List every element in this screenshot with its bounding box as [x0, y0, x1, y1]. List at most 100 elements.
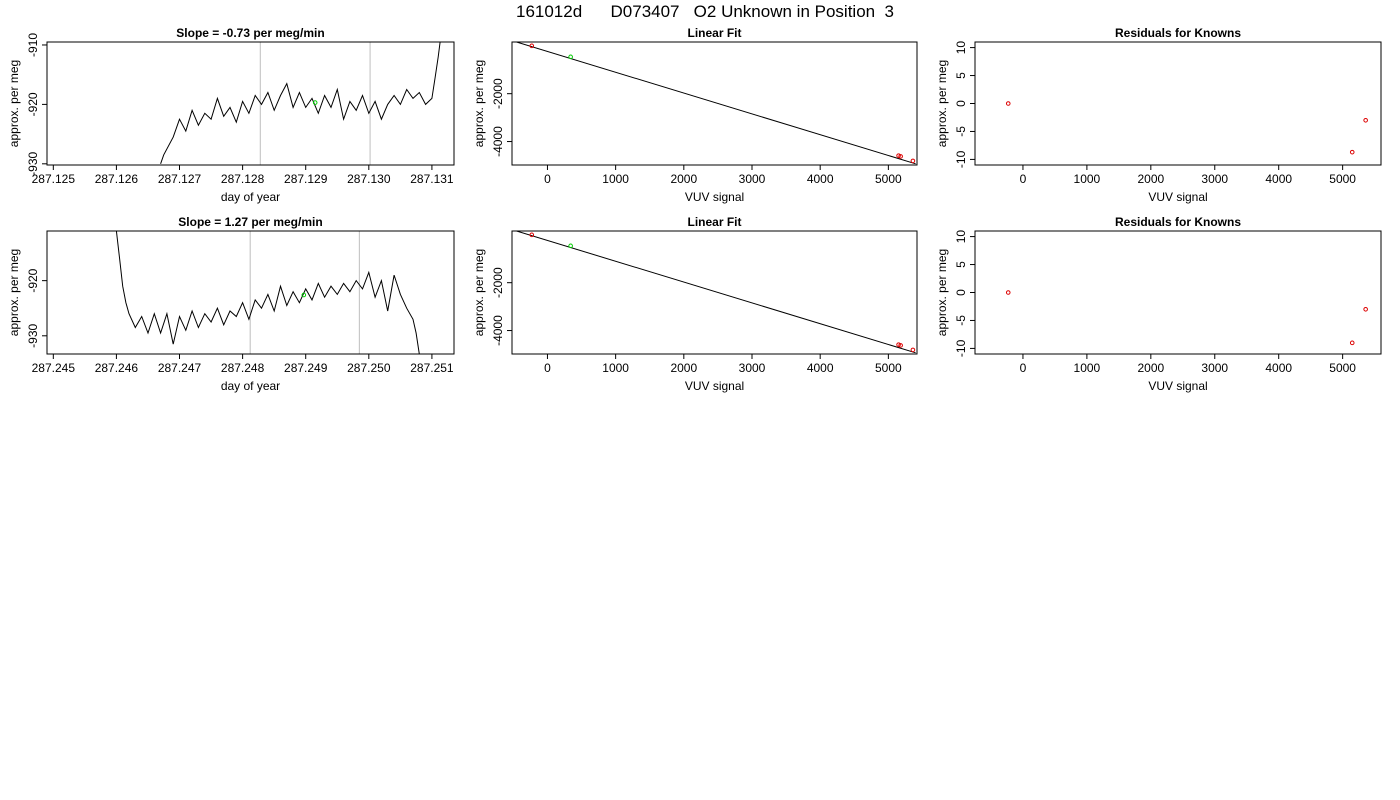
plot-area: [160, 42, 441, 165]
y-tick-label: 10: [954, 41, 968, 55]
chart-title: Slope = 1.27 per meg/min: [178, 215, 322, 229]
y-tick-label: -930: [26, 323, 40, 347]
x-tick-label: 287.130: [347, 172, 391, 186]
x-tick-label: 1000: [602, 361, 629, 375]
known-point: [1349, 340, 1355, 346]
y-tick-label: -4000: [491, 126, 505, 157]
known-point: [1363, 306, 1368, 312]
x-tick-label: 0: [544, 172, 551, 186]
y-axis-label: approx. per meg: [935, 249, 949, 336]
x-tick-label: 5000: [875, 361, 902, 375]
y-tick-label: -920: [26, 268, 40, 292]
page-title: 161012d D073407 O2 Unknown in Position 3: [515, 2, 895, 21]
x-tick-label: 287.129: [284, 172, 328, 186]
x-tick-label: 2000: [1137, 361, 1164, 375]
x-tick-label: 287.131: [410, 172, 454, 186]
chart-panel-6: Residuals for Knowns 0 1000 2000 3000 4000 500…: [935, 215, 1382, 393]
plot-frame: [974, 230, 1382, 355]
fit-line: [514, 42, 916, 165]
known-point: [529, 43, 535, 49]
x-tick-label: 287.249: [284, 361, 328, 375]
x-tick-label: 1000: [1074, 361, 1101, 375]
plot-frame: [511, 41, 918, 166]
chart-title: Linear Fit: [687, 26, 741, 40]
y-tick-label: -2000: [491, 78, 505, 109]
known-point: [1005, 290, 1011, 295]
plot-area: [514, 231, 916, 354]
chart-panel-5: Linear Fit 0 1000 2000 3000 4000 5000 -2000 -400…: [472, 215, 918, 393]
x-tick-label: 287.128: [221, 172, 265, 186]
known-point: [529, 232, 535, 238]
y-axis-label: approx. per meg: [472, 249, 486, 336]
x-tick-label: 287.251: [410, 361, 454, 375]
x-tick-label: 287.245: [32, 361, 76, 375]
y-tick-label: -920: [26, 92, 40, 116]
chart-panel-2: Linear Fit 0 1000 2000 3000 4000 5000 -2000 -400…: [472, 26, 918, 204]
y-axis-label: approx. per meg: [935, 60, 949, 147]
known-point: [896, 153, 901, 158]
known-point: [1349, 149, 1355, 155]
x-tick-label: 3000: [1201, 172, 1228, 186]
known-point: [910, 158, 916, 164]
y-tick-label: -2000: [491, 267, 505, 298]
y-axis-label: approx. per meg: [472, 60, 486, 147]
plot-frame: [974, 41, 1382, 166]
x-tick-label: 3000: [739, 361, 766, 375]
fit-line: [514, 231, 916, 354]
x-tick-label: 2000: [670, 361, 697, 375]
unknown-point: [301, 292, 307, 298]
y-tick-label: 5: [954, 72, 968, 79]
y-tick-label: -10: [954, 339, 968, 357]
x-tick-label: 287.250: [347, 361, 391, 375]
x-tick-label: 4000: [1265, 172, 1292, 186]
x-tick-label: 1000: [602, 172, 629, 186]
x-tick-label: 2000: [1137, 172, 1164, 186]
known-point: [1363, 117, 1368, 123]
x-axis-label: VUV signal: [1148, 190, 1207, 204]
chart-title: Residuals for Knowns: [1115, 215, 1241, 229]
x-tick-label: 287.125: [32, 172, 76, 186]
chart-title: Residuals for Knowns: [1115, 26, 1241, 40]
known-point: [1005, 101, 1011, 106]
y-tick-label: -910: [26, 33, 40, 57]
chart-panel-4: Slope = 1.27 per meg/min 287.245 287.246 28…: [7, 215, 455, 393]
x-tick-label: 2000: [670, 172, 697, 186]
y-tick-label: 0: [954, 100, 968, 107]
y-tick-label: -5: [954, 315, 968, 326]
unknown-point: [568, 54, 573, 60]
x-tick-label: 4000: [807, 361, 834, 375]
known-point: [898, 343, 903, 348]
plot-area: [514, 42, 916, 165]
data-series-line: [160, 42, 441, 164]
plot-area: [115, 231, 420, 354]
x-tick-label: 287.246: [95, 361, 139, 375]
x-tick-label: 0: [1020, 361, 1027, 375]
plot-area: [1005, 290, 1368, 346]
x-tick-label: 4000: [807, 172, 834, 186]
chart-title: Linear Fit: [687, 215, 741, 229]
plot-frame: [46, 230, 455, 355]
plot-frame: [46, 41, 455, 166]
plot-frame: [511, 230, 918, 355]
y-tick-label: 0: [954, 289, 968, 296]
data-series-line: [115, 231, 420, 354]
x-tick-label: 287.247: [158, 361, 202, 375]
y-tick-label: 10: [954, 230, 968, 244]
y-axis-label: approx. per meg: [7, 60, 21, 147]
chart-panel-3: Residuals for Knowns 0 1000 2000 3000 4000 500…: [935, 26, 1382, 204]
known-point: [910, 347, 916, 353]
x-tick-label: 4000: [1265, 361, 1292, 375]
y-axis-label: approx. per meg: [7, 249, 21, 336]
x-tick-label: 5000: [1329, 172, 1356, 186]
chart-panel-1: Slope = -0.73 per meg/min 287.125 287.126 2…: [7, 26, 455, 204]
y-tick-label: -4000: [491, 315, 505, 346]
x-tick-label: 3000: [1201, 361, 1228, 375]
unknown-point: [312, 100, 318, 105]
x-tick-label: 1000: [1074, 172, 1101, 186]
x-axis-label: day of year: [221, 190, 280, 204]
x-tick-label: 287.127: [158, 172, 202, 186]
x-tick-label: 0: [544, 361, 551, 375]
x-tick-label: 287.248: [221, 361, 265, 375]
y-tick-label: 5: [954, 261, 968, 268]
chart-title: Slope = -0.73 per meg/min: [176, 26, 324, 40]
